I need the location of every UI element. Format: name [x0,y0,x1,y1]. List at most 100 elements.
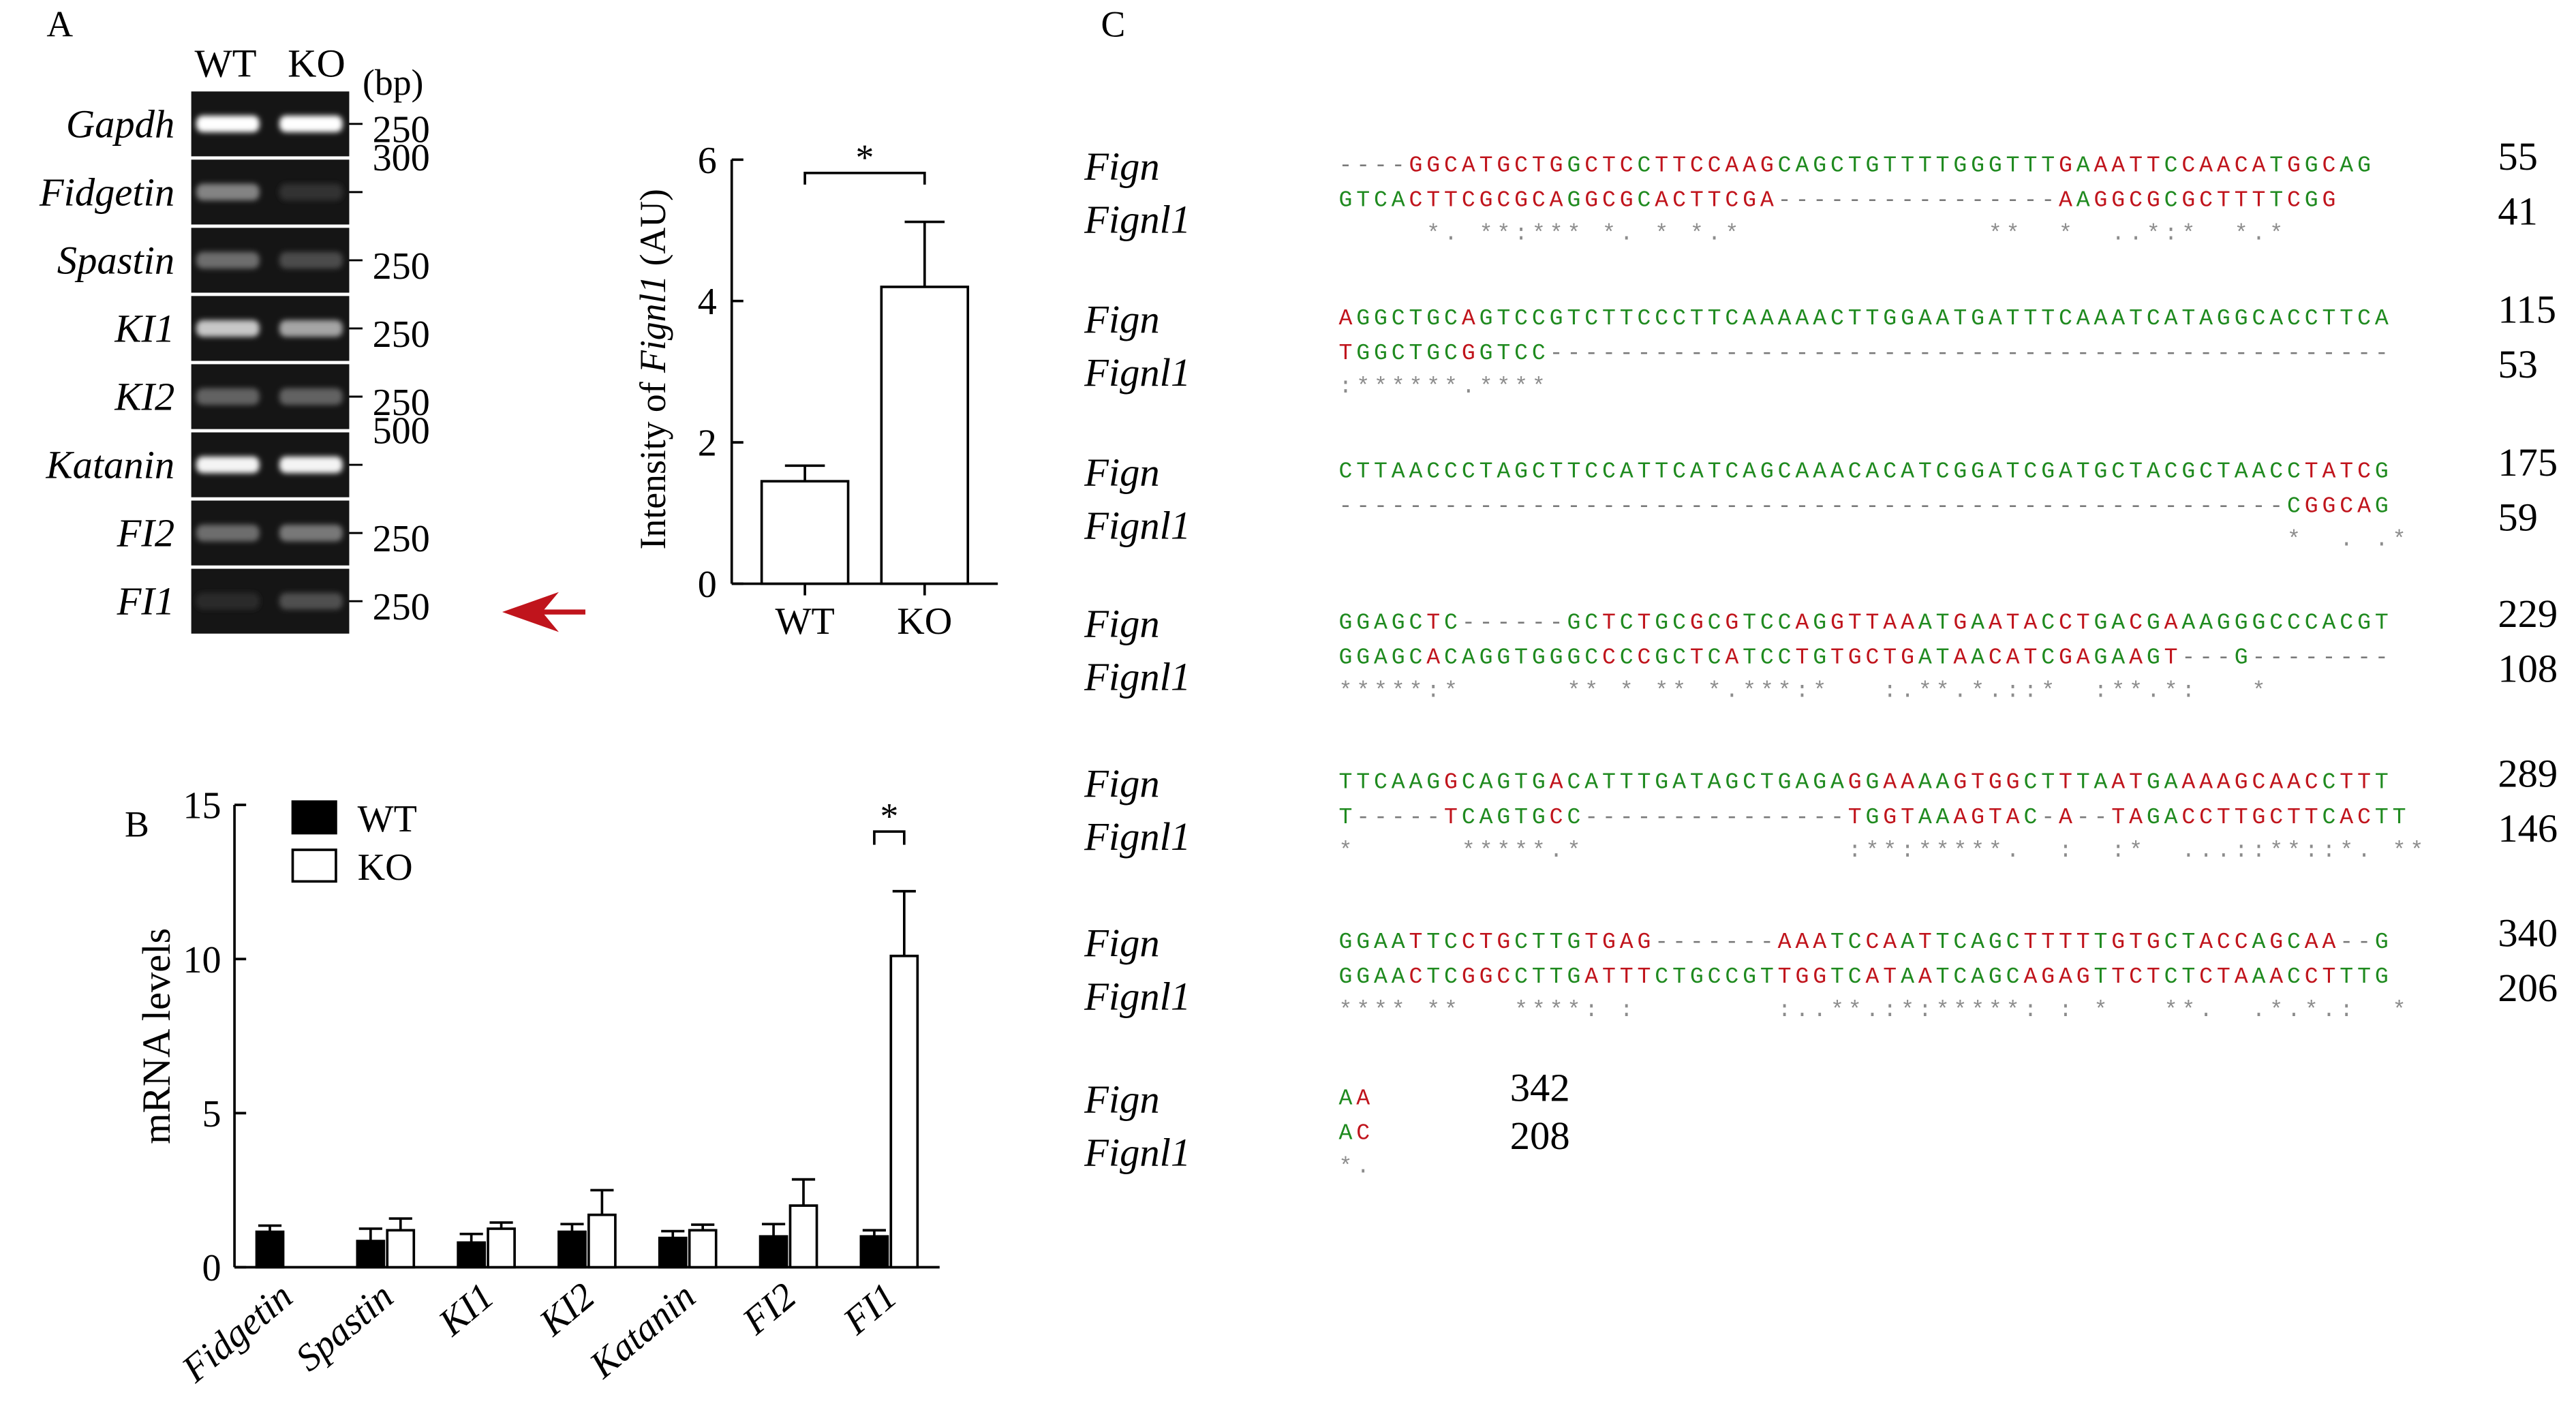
seq-position-2: 146 [2498,806,2558,850]
seq-position-1: 55 [2498,134,2538,179]
seq-name-2: Fignl1 [1084,504,1191,548]
consensus-line: * * * * *: * * * * * * *. * * *: * :. * *. *.:: * : * *. *… [1338,677,2265,703]
seq-name-1: Fign [1084,761,1160,806]
chart2-bar-wt [859,1235,889,1269]
gel-band-ko [279,320,343,337]
chart2-significance-star: * [880,795,898,836]
chart1-ylabel: Intensity of Fignl1 (AU) [632,189,673,549]
chart2-ytick-label: 5 [202,1093,221,1135]
gel-size-label: 250 [373,518,430,560]
chart2-ylabel: mRNA levels [134,928,179,1144]
chart1-significance-bracket [803,171,926,185]
gel-size-label: 250 [373,382,430,424]
legend-swatch-wt [291,800,337,835]
consensus-line: *. [1338,1153,1370,1179]
panel-label-a: A [46,4,73,45]
consensus-line: * . . * [2287,526,2406,552]
seq-position-1: 289 [2498,751,2558,795]
chart2-bar-ko [386,1229,416,1269]
chart2-significance-bracket [873,830,906,845]
gel-size-label: 300 [373,137,430,179]
gel-row-label: KI2 [114,375,174,419]
chart1-significance-star: * [856,137,874,178]
seq-position-2: 206 [2498,966,2558,1010]
seq-name-2: Fignl1 [1084,974,1191,1018]
panel-label-b: B [125,803,149,844]
seq-name-1: Fign [1084,450,1160,495]
seq-name-2: Fignl1 [1084,655,1191,699]
gel-band-wt [196,592,260,610]
legend-swatch-ko [291,848,337,883]
chart2-ytick-label: 10 [183,939,221,981]
seq-name-1: Fign [1084,297,1160,341]
gel-band-ko [279,388,343,405]
consensus-line: *. * *: * * * *. * *. * * * * .. *: * *. * [1426,220,2283,246]
gel-band-wt [196,456,260,474]
seq-name-2: Fignl1 [1084,1131,1191,1175]
panel-label-c: C [1101,4,1125,45]
gel-row-label: Gapdh [66,102,174,146]
seq-position-1: 175 [2498,440,2558,485]
chart2-bar-ko [487,1227,516,1269]
gel-row-label: Katanin [46,443,175,487]
chart2-bar-wt [356,1240,386,1269]
chart2-xtick-label: Katanin [581,1275,703,1387]
gel-band-wt [196,524,260,542]
gel-col-wt: WT [195,41,257,85]
gel-band-ko [279,183,343,201]
gel-band-ko [279,115,343,133]
seq-name-1: Fign [1084,1077,1160,1122]
chart2-bar-wt [557,1230,587,1269]
seq-position-2: 59 [2498,495,2538,539]
seq-name-1: Fign [1084,144,1160,189]
seq-position-1: 342 [1510,1065,1570,1109]
gel-band-ko [279,251,343,269]
gel-size-label: 250 [373,245,430,288]
gel-unit: (bp) [363,62,423,103]
gel-col-ko: KO [288,41,346,85]
gel-band-wt [196,183,260,201]
chart1-ytick-label: 2 [698,423,717,465]
chart1-xtick-label: WT [775,600,834,643]
seq-position-2: 108 [2498,647,2558,691]
gel-band-ko [279,524,343,542]
chart2-bar-ko [788,1204,818,1269]
chart2-bar-wt [758,1235,788,1269]
gel-band-wt [196,115,260,133]
chart2-xtick-label: FI1 [835,1275,905,1343]
gel-row-label: Spastin [57,238,174,282]
chart2-bar-wt [658,1236,688,1269]
chart2-ytick-label: 15 [183,785,221,827]
legend-label-wt: WT [358,798,417,840]
chart2-bar-ko [587,1213,617,1269]
chart1-xtick-label: KO [897,600,952,643]
chart1-ytick-label: 4 [698,281,717,323]
chart2-xtick-label: KI1 [431,1275,502,1345]
chart1-bar-wt [760,480,850,585]
chart2-bar-ko [889,954,919,1269]
seq-position-1: 340 [2498,911,2558,955]
gel-band-wt [196,388,260,405]
chart2-ytick-label: 0 [202,1247,221,1289]
seq-line-2: ----------------------------------------… [1338,493,2388,519]
seq-position-1: 229 [2498,592,2558,636]
legend-label-ko: KO [358,846,413,889]
gel-size-label: 250 [373,109,430,151]
gel-band-ko [279,456,343,474]
seq-name-2: Fignl1 [1084,198,1191,242]
chart2-xtick-label: Spastin [288,1275,401,1380]
chart1-ytick-label: 0 [698,564,717,606]
gel-row-label: FI2 [117,511,175,555]
gel-band-wt [196,251,260,269]
gel-image: Gapdh 250 Fidgetin 300 Spastin 250 KI1 250 KI2 25… [39,91,430,634]
fignl1-intensity-chart: Intensity of Fignl1 (AU) 0 2 4 6 WT KO * [632,137,998,643]
consensus-line: * * * * * *. * : * *: * * * * *. : : * ...:: * *:: *. * * [1338,838,2423,863]
